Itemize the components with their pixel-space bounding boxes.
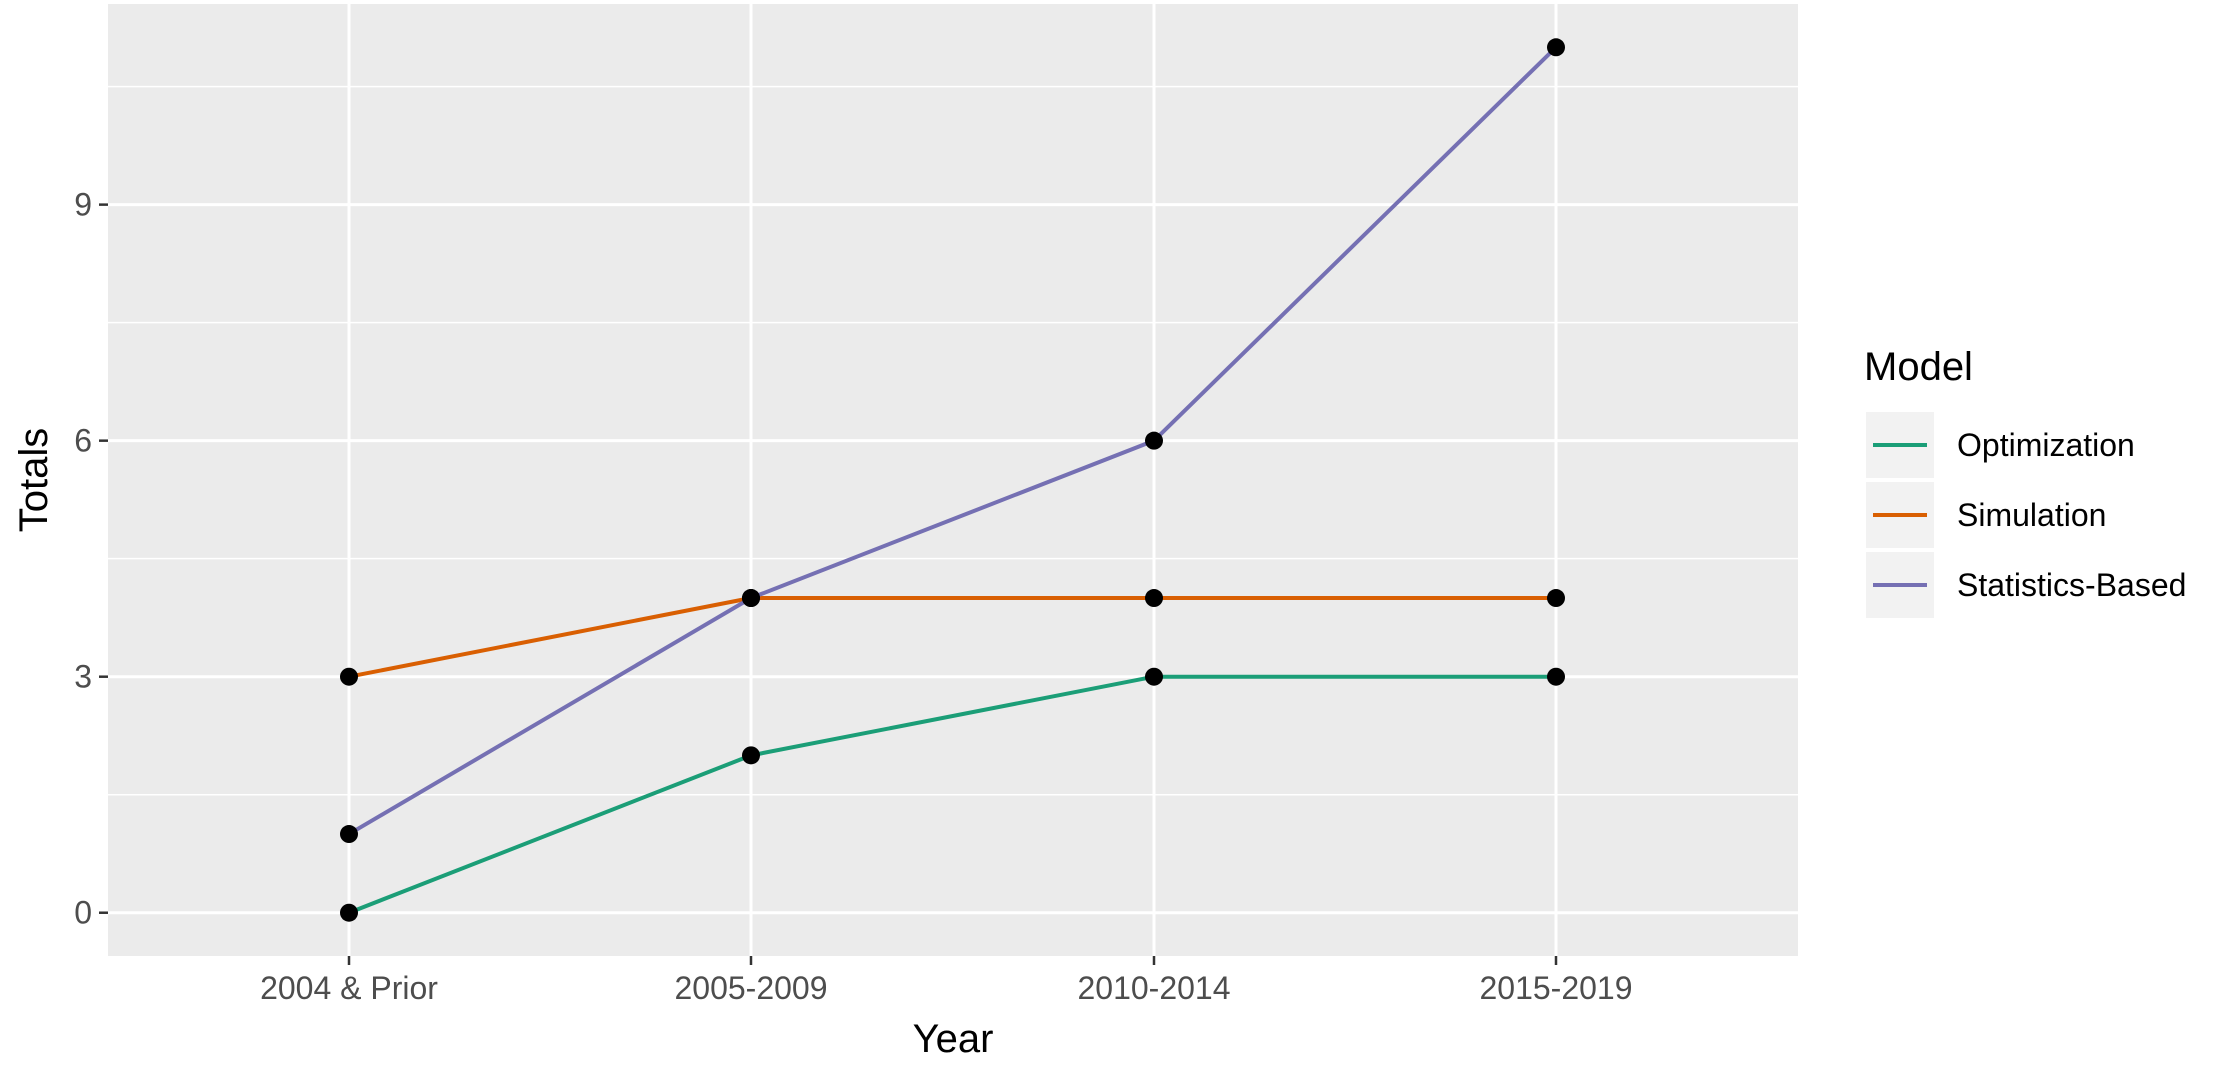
legend-label: Simulation — [1957, 497, 2106, 533]
x-axis-title: Year — [913, 1017, 994, 1061]
legend-item: Statistics-Based — [1866, 552, 2186, 618]
y-tick-label: 3 — [74, 659, 92, 695]
legend-items: Optimization Simulation Statistics-Based — [1866, 412, 2186, 618]
data-point — [1547, 38, 1565, 57]
data-point — [742, 589, 760, 608]
legend: Model Optimization Simulation Statistics-B… — [1864, 345, 2186, 618]
y-tick-label: 0 — [74, 895, 92, 931]
plot-panel — [108, 4, 1798, 956]
y-tick-label: 9 — [74, 187, 92, 223]
data-point — [1145, 667, 1163, 686]
y-axis-ticks: 0 3 6 9 — [74, 187, 108, 931]
legend-label: Statistics-Based — [1957, 567, 2186, 603]
data-point — [1145, 589, 1163, 608]
legend-title: Model — [1864, 345, 1973, 389]
series-lines — [347, 45, 1558, 915]
x-tick-label: 2010-2014 — [1077, 970, 1230, 1006]
y-tick-label: 6 — [74, 423, 92, 459]
x-tick-label: 2004 & Prior — [260, 970, 438, 1006]
legend-label: Optimization — [1957, 427, 2135, 463]
series-line-statistics-based — [347, 45, 1558, 836]
series-line-simulation — [348, 596, 1556, 679]
data-point — [1547, 667, 1565, 686]
data-point — [742, 746, 760, 765]
major-gridlines — [108, 4, 1798, 956]
data-point — [340, 667, 358, 686]
data-point — [340, 903, 358, 922]
x-tick-label: 2015-2019 — [1479, 970, 1632, 1006]
legend-item: Optimization — [1866, 412, 2135, 478]
x-axis-ticks: 2004 & Prior 2005-2009 2010-2014 2015-2019 — [260, 956, 1633, 1006]
series-points — [340, 38, 1565, 922]
y-axis-title: Totals — [12, 428, 56, 533]
x-tick-label: 2005-2009 — [674, 970, 827, 1006]
data-point — [1145, 431, 1163, 450]
data-point — [340, 825, 358, 844]
legend-item: Simulation — [1866, 482, 2106, 548]
data-point — [1547, 589, 1565, 608]
series-line-optimization — [348, 674, 1556, 915]
